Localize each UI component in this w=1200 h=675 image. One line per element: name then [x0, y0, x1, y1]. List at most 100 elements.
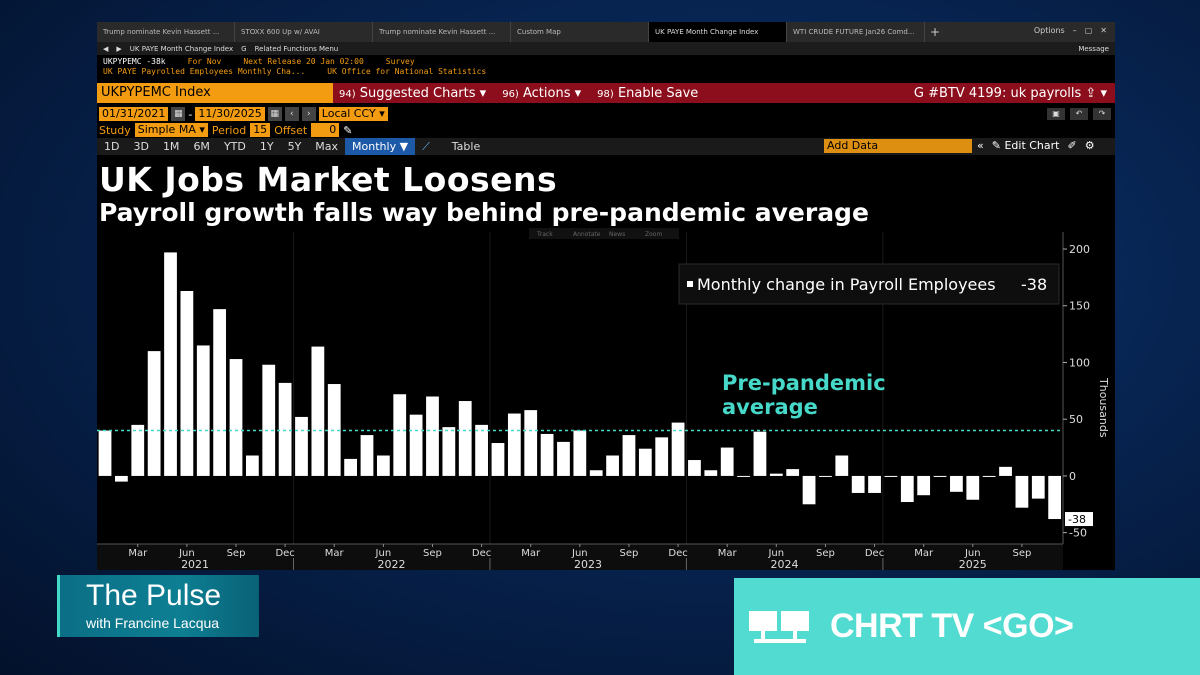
- end-calendar-icon[interactable]: ▦: [267, 107, 282, 121]
- chart-axes: 200 150 100 50 0 -50 Thousands -38 Mar Jun Sep Dec M…: [97, 232, 1110, 570]
- bar-1: [115, 475, 128, 482]
- x-tick-label-2: Sep: [227, 548, 246, 559]
- bar-19: [409, 414, 423, 476]
- period-field[interactable]: 15: [250, 123, 271, 137]
- enable-save-button[interactable]: 98) Enable Save: [597, 85, 699, 101]
- gear-icon[interactable]: ⚙: [1084, 139, 1095, 152]
- show-lower-third: The Pulse with Francine Lacqua: [57, 575, 259, 637]
- x-tick-label-3: Dec: [275, 548, 294, 559]
- tab-4-active[interactable]: UK PAYE Month Change Index: [649, 22, 787, 42]
- annotate-icon[interactable]: ✐: [1067, 139, 1077, 152]
- bar-6: [196, 345, 210, 476]
- restore-icon[interactable]: ▢: [1084, 26, 1093, 35]
- bar-28: [557, 441, 570, 476]
- bar-11: [278, 382, 292, 476]
- line-chart-icon[interactable]: ⟋: [422, 139, 430, 153]
- bar-13: [311, 346, 325, 476]
- currency-select[interactable]: Local CCY ▾: [318, 107, 388, 121]
- mini-toolbar-zoom: Zoom: [645, 231, 662, 238]
- bar-2: [131, 424, 145, 476]
- options-label[interactable]: Options: [1033, 26, 1065, 35]
- add-data-field[interactable]: Add Data: [824, 139, 972, 153]
- period-1y[interactable]: 1Y: [259, 140, 274, 153]
- offset-field[interactable]: 0: [311, 123, 340, 137]
- tab-2[interactable]: Trump nominate Kevin Hassett ...: [373, 22, 511, 42]
- suggested-charts-menu[interactable]: 94) Suggested Charts ▾: [339, 85, 487, 101]
- share-icon[interactable]: ⇪: [1085, 85, 1097, 101]
- study-label: Study: [99, 123, 131, 137]
- chart-mini-toolbar: Track Annotate News Zoom: [529, 228, 679, 239]
- window-controls: Options – ▢ ✕: [1026, 22, 1115, 42]
- next-release: Next Release 20 Jan 02:00: [243, 57, 364, 66]
- bar-33: [638, 448, 652, 476]
- bar-44: [819, 475, 832, 477]
- actions-menu[interactable]: 96) Actions ▾: [502, 85, 582, 101]
- bar-7: [213, 309, 227, 476]
- period-1m[interactable]: 1M: [162, 140, 180, 153]
- next-range-icon[interactable]: ›: [301, 107, 316, 121]
- tab-3[interactable]: Custom Map: [511, 22, 649, 42]
- study-select[interactable]: Simple MA ▾: [134, 123, 208, 137]
- x-tick-label-17: Jun: [964, 548, 981, 559]
- period-1d[interactable]: 1D: [104, 140, 120, 153]
- message-button[interactable]: Message: [1078, 44, 1109, 53]
- pen-icon[interactable]: ✎: [343, 123, 353, 137]
- x-tick-label-11: Dec: [668, 548, 687, 559]
- x-tick-label-9: Jun: [571, 548, 588, 559]
- minimize-icon[interactable]: –: [1072, 26, 1077, 35]
- bar-26: [524, 410, 538, 476]
- x-tick-label-14: Sep: [816, 548, 835, 559]
- g-menu[interactable]: G: [241, 44, 247, 53]
- btv-label[interactable]: G #BTV 4199: uk payrolls ⇪ ▾: [913, 85, 1107, 101]
- period-toolbar: 1D 3D 1M 6M YTD 1Y 5Y Max Monthly ▼ ⟋ Ta…: [97, 138, 1115, 155]
- tab-1[interactable]: STOXX 600 Up w/ AVAI: [235, 22, 373, 42]
- bar-25: [507, 413, 521, 476]
- period-ytd[interactable]: YTD: [223, 140, 246, 153]
- table-button[interactable]: Table: [451, 140, 481, 153]
- start-calendar-icon[interactable]: ▦: [171, 107, 186, 121]
- tab-0[interactable]: Trump nominate Kevin Hassett ...: [97, 22, 235, 42]
- edit-chart-button[interactable]: ✎ Edit Chart: [991, 139, 1060, 152]
- record-icon[interactable]: ▣: [1047, 108, 1065, 120]
- undo-icon[interactable]: ↶: [1070, 108, 1088, 120]
- ticker-description: UK PAYE Payrolled Employees Monthly Cha.…: [103, 67, 306, 76]
- bar-16: [360, 435, 374, 476]
- end-date-field[interactable]: 11/30/2025: [195, 107, 265, 121]
- monitors-icon: [749, 610, 809, 643]
- x-tick-label-0: Mar: [128, 548, 148, 559]
- index-name-field[interactable]: UKPYPEMC Index: [97, 83, 333, 103]
- forward-icon[interactable]: ▶: [116, 44, 122, 53]
- redo-icon[interactable]: ↷: [1093, 108, 1111, 120]
- prev-range-icon[interactable]: ‹: [284, 107, 299, 121]
- chrt-tv-label: CHRT TV <GO>: [830, 607, 1074, 645]
- period-5y[interactable]: 5Y: [287, 140, 302, 153]
- collapse-icon[interactable]: «: [977, 139, 984, 152]
- ticker-description-line: UK PAYE Payrolled Employees Monthly Cha.…: [97, 67, 1115, 77]
- bar-40: [753, 431, 767, 476]
- back-icon[interactable]: ◀: [103, 44, 109, 53]
- x-tick-label-1: Jun: [178, 548, 195, 559]
- survey-label: Survey: [385, 57, 415, 66]
- x-tick-label-8: Mar: [521, 548, 541, 559]
- breadcrumb[interactable]: UK PAYE Month Change Index: [129, 44, 234, 53]
- period-max[interactable]: Max: [315, 140, 339, 153]
- bar-51: [933, 475, 947, 477]
- start-date-field[interactable]: 01/31/2021: [99, 107, 169, 121]
- bar-22: [458, 401, 472, 476]
- tab-5[interactable]: WTI CRUDE FUTURE Jan26 Comd...: [787, 22, 925, 42]
- y-tick-label-1: 150: [1069, 300, 1090, 313]
- period-3d[interactable]: 3D: [133, 140, 149, 153]
- close-icon[interactable]: ✕: [1100, 26, 1107, 35]
- x-year-label-0: 2021: [181, 558, 209, 570]
- related-functions-menu[interactable]: Related Functions Menu: [254, 44, 339, 53]
- period-6m[interactable]: 6M: [193, 140, 210, 153]
- bloomberg-terminal-window: Trump nominate Kevin Hassett ... STOXX 6…: [97, 22, 1115, 570]
- new-tab-button[interactable]: +: [929, 25, 941, 39]
- frequency-select[interactable]: Monthly ▼: [345, 138, 416, 155]
- bar-24: [491, 443, 505, 476]
- ticker-line: UKPYPEMC -38k For Nov Next Release 20 Ja…: [97, 55, 1115, 67]
- chart-tools: « ✎ Edit Chart ✐ ⚙: [977, 139, 1095, 152]
- bar-48: [884, 475, 898, 477]
- x-tick-label-4: Mar: [325, 548, 345, 559]
